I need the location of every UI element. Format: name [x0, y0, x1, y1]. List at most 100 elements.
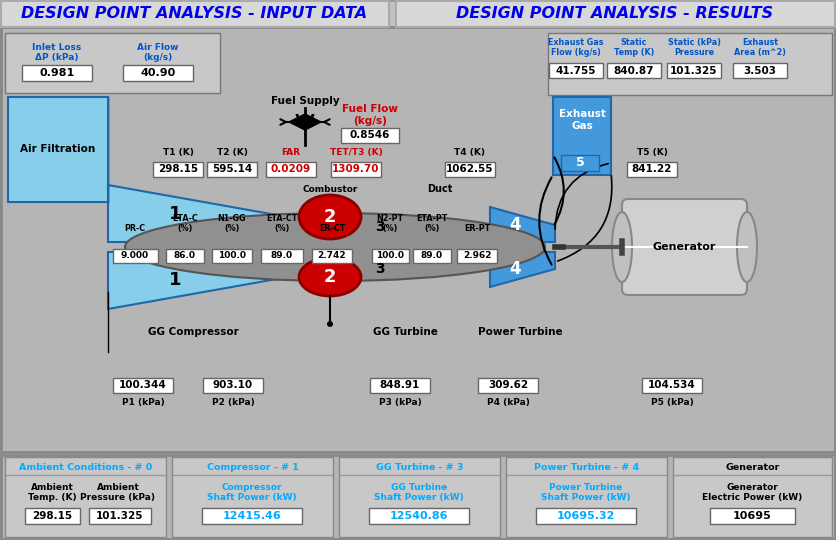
Text: Compressor
Shaft Power (kW): Compressor Shaft Power (kW) — [207, 483, 297, 502]
Text: 101.325: 101.325 — [96, 511, 144, 521]
Text: 5: 5 — [576, 157, 584, 170]
Polygon shape — [108, 252, 288, 309]
Text: 0.8546: 0.8546 — [349, 131, 390, 140]
FancyBboxPatch shape — [341, 128, 399, 143]
Text: 595.14: 595.14 — [212, 165, 252, 174]
FancyBboxPatch shape — [549, 63, 603, 78]
Text: 2.742: 2.742 — [318, 252, 346, 260]
FancyBboxPatch shape — [370, 378, 430, 393]
Circle shape — [327, 321, 333, 327]
Text: P4 (kPa): P4 (kPa) — [487, 398, 529, 407]
FancyBboxPatch shape — [553, 97, 611, 175]
Text: GG Compressor: GG Compressor — [148, 327, 238, 337]
Text: N1-GG
(%): N1-GG (%) — [217, 214, 247, 233]
Text: 298.15: 298.15 — [32, 511, 72, 521]
Text: Generator: Generator — [726, 462, 780, 471]
Text: ETA-CT
(%): ETA-CT (%) — [267, 214, 298, 233]
Text: 0.0209: 0.0209 — [271, 165, 311, 174]
Text: Combustor: Combustor — [303, 185, 358, 194]
FancyBboxPatch shape — [113, 378, 173, 393]
Text: 4: 4 — [509, 260, 521, 278]
Text: 0.981: 0.981 — [39, 68, 74, 78]
Text: 89.0: 89.0 — [421, 252, 443, 260]
Text: 89.0: 89.0 — [271, 252, 293, 260]
Text: Exhaust
Gas: Exhaust Gas — [558, 109, 605, 131]
FancyBboxPatch shape — [548, 33, 832, 95]
FancyBboxPatch shape — [5, 33, 220, 93]
FancyBboxPatch shape — [153, 162, 203, 177]
FancyBboxPatch shape — [445, 162, 495, 177]
Text: Compressor - # 1: Compressor - # 1 — [206, 462, 298, 471]
Ellipse shape — [612, 212, 632, 282]
Text: 3.503: 3.503 — [743, 65, 777, 76]
Text: 12540.86: 12540.86 — [390, 511, 448, 521]
FancyBboxPatch shape — [22, 65, 92, 81]
Text: 3: 3 — [375, 220, 385, 234]
FancyBboxPatch shape — [627, 162, 677, 177]
Text: 10695: 10695 — [732, 511, 772, 521]
FancyBboxPatch shape — [733, 63, 787, 78]
FancyBboxPatch shape — [312, 249, 352, 263]
Text: Fuel Flow
(kg/s): Fuel Flow (kg/s) — [342, 104, 398, 126]
Text: 100.0: 100.0 — [218, 252, 246, 260]
Text: P1 (kPa): P1 (kPa) — [121, 398, 165, 407]
FancyBboxPatch shape — [203, 378, 263, 393]
Text: 903.10: 903.10 — [213, 381, 253, 390]
FancyBboxPatch shape — [89, 508, 151, 524]
Ellipse shape — [299, 258, 361, 296]
Text: 2: 2 — [324, 208, 336, 226]
Text: T2 (K): T2 (K) — [217, 148, 247, 157]
Text: 4: 4 — [509, 216, 521, 234]
FancyBboxPatch shape — [667, 63, 721, 78]
Text: ER-CT: ER-CT — [319, 224, 345, 233]
FancyBboxPatch shape — [5, 457, 166, 537]
Text: ETA-PT
(%): ETA-PT (%) — [416, 214, 448, 233]
FancyBboxPatch shape — [396, 1, 835, 27]
Text: Static (kPa)
Pressure: Static (kPa) Pressure — [667, 38, 721, 57]
Text: Exhaust
Area (m^2): Exhaust Area (m^2) — [734, 38, 786, 57]
FancyBboxPatch shape — [1, 1, 389, 27]
Polygon shape — [108, 185, 288, 242]
Text: 86.0: 86.0 — [174, 252, 196, 260]
Polygon shape — [490, 252, 555, 287]
Text: Generator
Electric Power (kW): Generator Electric Power (kW) — [702, 483, 802, 502]
Text: GG Turbine
Shaft Power (kW): GG Turbine Shaft Power (kW) — [375, 483, 464, 502]
Text: Generator: Generator — [652, 242, 716, 252]
FancyBboxPatch shape — [212, 249, 252, 263]
Text: 840.87: 840.87 — [614, 65, 655, 76]
Text: TET/T3 (K): TET/T3 (K) — [329, 148, 382, 157]
Text: Ambient Conditions - # 0: Ambient Conditions - # 0 — [19, 462, 152, 471]
Text: 1062.55: 1062.55 — [446, 165, 494, 174]
FancyBboxPatch shape — [166, 249, 204, 263]
Text: PR-C: PR-C — [125, 224, 145, 233]
Text: 1309.70: 1309.70 — [332, 165, 380, 174]
Text: GG Turbine: GG Turbine — [373, 327, 437, 337]
FancyBboxPatch shape — [710, 508, 794, 524]
FancyBboxPatch shape — [622, 199, 747, 295]
FancyBboxPatch shape — [113, 249, 157, 263]
FancyBboxPatch shape — [24, 508, 79, 524]
Text: 848.91: 848.91 — [380, 381, 421, 390]
Text: 40.90: 40.90 — [140, 68, 176, 78]
FancyBboxPatch shape — [642, 378, 702, 393]
Text: P5 (kPa): P5 (kPa) — [650, 398, 693, 407]
Text: 41.755: 41.755 — [556, 65, 596, 76]
Text: Inlet Loss
ΔP (kPa): Inlet Loss ΔP (kPa) — [33, 43, 82, 63]
Text: DESIGN POINT ANALYSIS - INPUT DATA: DESIGN POINT ANALYSIS - INPUT DATA — [21, 6, 367, 22]
Ellipse shape — [125, 213, 545, 281]
Circle shape — [302, 119, 308, 125]
Text: DESIGN POINT ANALYSIS - RESULTS: DESIGN POINT ANALYSIS - RESULTS — [456, 6, 773, 22]
Text: Power Turbine: Power Turbine — [477, 327, 563, 337]
Text: Air Filtration: Air Filtration — [20, 144, 95, 154]
FancyBboxPatch shape — [673, 457, 832, 537]
Text: 2.962: 2.962 — [463, 252, 492, 260]
Text: 1: 1 — [169, 271, 181, 289]
Text: Fuel Supply: Fuel Supply — [271, 96, 339, 106]
Text: 9.000: 9.000 — [121, 252, 149, 260]
Text: 100.0: 100.0 — [376, 252, 404, 260]
FancyBboxPatch shape — [607, 63, 661, 78]
FancyBboxPatch shape — [371, 249, 409, 263]
Text: FAR: FAR — [282, 148, 300, 157]
Text: Exhaust Gas
Flow (kg/s): Exhaust Gas Flow (kg/s) — [548, 38, 604, 57]
FancyBboxPatch shape — [266, 162, 316, 177]
